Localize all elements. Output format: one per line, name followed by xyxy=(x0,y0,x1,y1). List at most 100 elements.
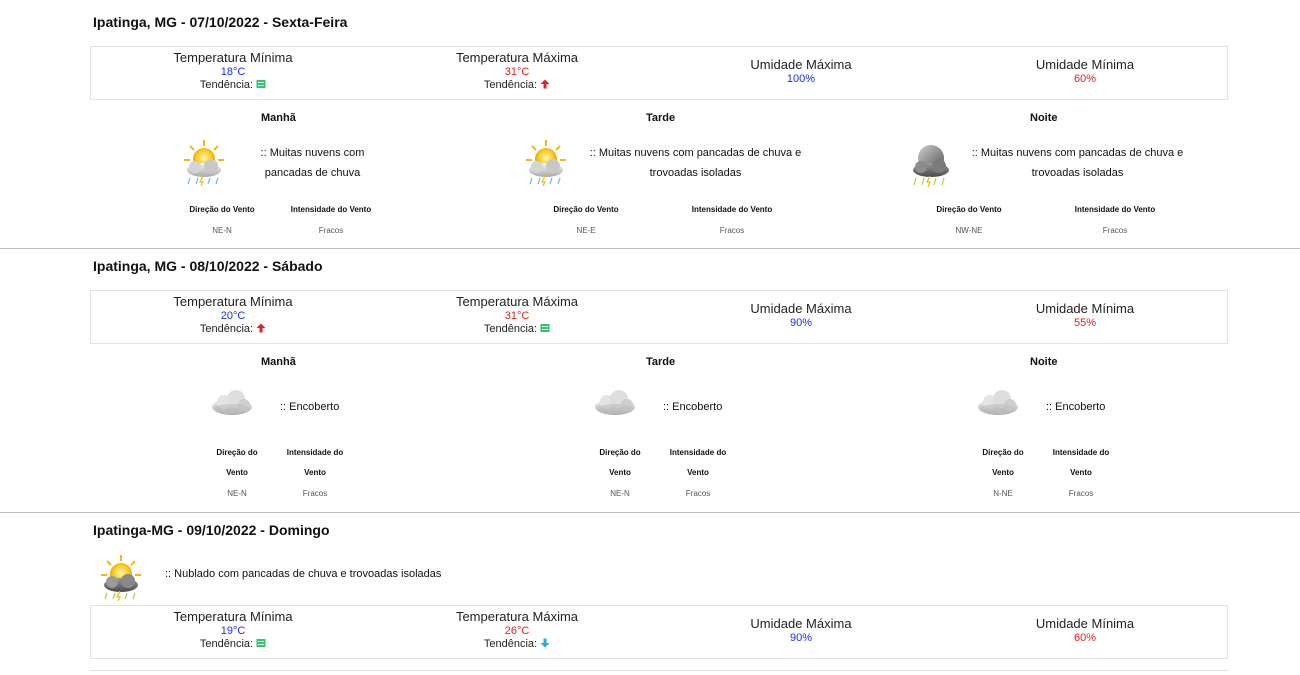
day-separator xyxy=(0,512,1300,513)
forecast-day-3: Ipatinga-MG - 09/10/2022 - Domingo :: Nu… xyxy=(0,513,1300,674)
hum-max-stat: Umidade Máxima 100% xyxy=(659,57,943,85)
wind-intensity-label: Intensidade do Vento xyxy=(1046,443,1116,483)
hum-min-label: Umidade Mínima xyxy=(1035,301,1135,316)
up-arrow-icon xyxy=(540,79,550,89)
stats-box: Temperatura Mínima 18°C Tendência: Tempe… xyxy=(90,46,1228,100)
label-line-1: Direção do xyxy=(216,448,258,457)
wind-intensity-value: Fracos xyxy=(1102,226,1128,235)
period-title-afternoon: Tarde xyxy=(646,112,676,124)
hum-max-value: 90% xyxy=(789,317,813,329)
label-line-1: Intensidade do xyxy=(669,448,727,457)
temp-min-label: Temperatura Mínima xyxy=(173,50,293,65)
description-line-2: pancadas de chuva xyxy=(264,167,361,179)
temp-max-trend: Tendência: xyxy=(375,79,659,91)
day-separator xyxy=(0,248,1300,249)
hum-max-stat: Umidade Máxima 90% xyxy=(659,301,943,329)
wind-intensity-value: Fracos xyxy=(719,226,745,235)
temp-max-label: Temperatura Máxima xyxy=(455,50,579,65)
wind-intensity-label: Intensidade do Vento xyxy=(290,205,372,214)
wind-intensity-value: Fracos xyxy=(1068,489,1094,498)
temp-min-stat: Temperatura Mínima 18°C Tendência: xyxy=(91,50,375,91)
period-title-night: Noite xyxy=(1030,356,1058,368)
wind-direction-label: Direção do Vento xyxy=(936,205,1002,214)
overcast-cloud-icon xyxy=(978,390,1018,415)
moon-storm-cloud-icon xyxy=(913,145,949,188)
next-box-edge xyxy=(90,670,1228,675)
label-line-1: Intensidade do xyxy=(1052,448,1110,457)
wind-direction-label: Direção do Vento xyxy=(553,205,619,214)
period-title-morning: Manhã xyxy=(261,356,296,368)
wind-direction-value: NE-E xyxy=(576,226,596,235)
period-description: :: Encoberto xyxy=(663,401,723,413)
wind-intensity-label: Intensidade do Vento xyxy=(663,443,733,483)
temp-max-label: Temperatura Máxima xyxy=(455,294,579,309)
label-line-2: Vento xyxy=(1070,468,1092,477)
hum-max-value: 90% xyxy=(789,632,813,644)
description-line-1: :: Muitas nuvens com xyxy=(260,147,365,159)
hum-max-value: 100% xyxy=(786,73,816,85)
temp-max-stat: Temperatura Máxima 26°C Tendência: xyxy=(375,609,659,650)
wind-direction-label: Direção do Vento xyxy=(207,443,267,483)
description-line-1: :: Muitas nuvens com pancadas de chuva e xyxy=(589,147,802,159)
wind-intensity-label: Intensidade do Vento xyxy=(1074,205,1156,214)
up-arrow-icon xyxy=(256,323,266,333)
wind-intensity-label: Intensidade do Vento xyxy=(280,443,350,483)
label-line-2: Vento xyxy=(687,468,709,477)
hum-min-value: 60% xyxy=(1073,632,1097,644)
stable-icon xyxy=(540,324,550,332)
period-description: :: Muitas nuvens com pancadas de chuva xyxy=(240,143,385,183)
temp-min-trend: Tendência: xyxy=(91,323,375,335)
period-title-afternoon: Tarde xyxy=(646,356,676,368)
trend-label: Tendência: xyxy=(483,79,538,91)
stats-box: Temperatura Mínima 19°C Tendência: Tempe… xyxy=(90,605,1228,659)
wind-direction-value: NE-N xyxy=(227,489,247,498)
temp-max-value: 31°C xyxy=(504,66,530,78)
period-description: :: Muitas nuvens com pancadas de chuva e… xyxy=(588,143,803,183)
trend-label: Tendência: xyxy=(199,323,254,335)
period-description: :: Encoberto xyxy=(1046,401,1106,413)
day-title: Ipatinga, MG - 08/10/2022 - Sábado xyxy=(93,258,323,274)
stats-box: Temperatura Mínima 20°C Tendência: Tempe… xyxy=(90,290,1228,344)
temp-max-value: 26°C xyxy=(504,625,530,637)
wind-intensity-value: Fracos xyxy=(685,489,711,498)
temp-min-label: Temperatura Mínima xyxy=(173,294,293,309)
period-description: :: Muitas nuvens com pancadas de chuva e… xyxy=(970,143,1185,183)
forecast-day-2: Ipatinga, MG - 08/10/2022 - Sábado Tempe… xyxy=(0,249,1300,512)
hum-min-stat: Umidade Mínima 60% xyxy=(943,57,1227,85)
label-line-1: Intensidade do xyxy=(286,448,344,457)
hum-max-label: Umidade Máxima xyxy=(750,57,852,72)
temp-max-stat: Temperatura Máxima 31°C Tendência: xyxy=(375,50,659,91)
label-line-2: Vento xyxy=(992,468,1014,477)
temp-min-stat: Temperatura Mínima 20°C Tendência: xyxy=(91,294,375,335)
wind-intensity-value: Fracos xyxy=(318,226,344,235)
description-line-2: trovoadas isoladas xyxy=(1031,167,1124,179)
label-line-2: Vento xyxy=(304,468,326,477)
temp-min-trend: Tendência: xyxy=(91,79,375,91)
trend-label: Tendência: xyxy=(199,638,254,650)
period-title-morning: Manhã xyxy=(261,112,296,124)
wind-direction-label: Direção do Vento xyxy=(590,443,650,483)
temp-min-trend: Tendência: xyxy=(91,638,375,650)
label-line-1: Direção do xyxy=(599,448,641,457)
wind-intensity-value: Fracos xyxy=(302,489,328,498)
temp-max-trend: Tendência: xyxy=(375,638,659,650)
wind-intensity-label: Intensidade do Vento xyxy=(691,205,773,214)
period-description: :: Encoberto xyxy=(280,401,340,413)
temp-min-value: 18°C xyxy=(220,66,246,78)
label-line-2: Vento xyxy=(226,468,248,477)
temp-max-stat: Temperatura Máxima 31°C Tendência: xyxy=(375,294,659,335)
label-line-2: Vento xyxy=(609,468,631,477)
day-title: Ipatinga-MG - 09/10/2022 - Domingo xyxy=(93,522,330,538)
hum-min-value: 60% xyxy=(1073,73,1097,85)
description-line-2: trovoadas isoladas xyxy=(649,167,742,179)
wind-direction-value: NW-NE xyxy=(955,226,983,235)
description-line-1: :: Muitas nuvens com pancadas de chuva e xyxy=(971,147,1184,159)
hum-min-label: Umidade Mínima xyxy=(1035,57,1135,72)
temp-max-trend: Tendência: xyxy=(375,323,659,335)
temp-min-value: 19°C xyxy=(220,625,246,637)
temp-min-value: 20°C xyxy=(220,310,246,322)
sun-storm-cloud-icon xyxy=(526,140,566,186)
trend-label: Tendência: xyxy=(483,638,538,650)
hum-max-stat: Umidade Máxima 90% xyxy=(659,616,943,644)
sun-storm-cloud-icon xyxy=(184,140,224,186)
